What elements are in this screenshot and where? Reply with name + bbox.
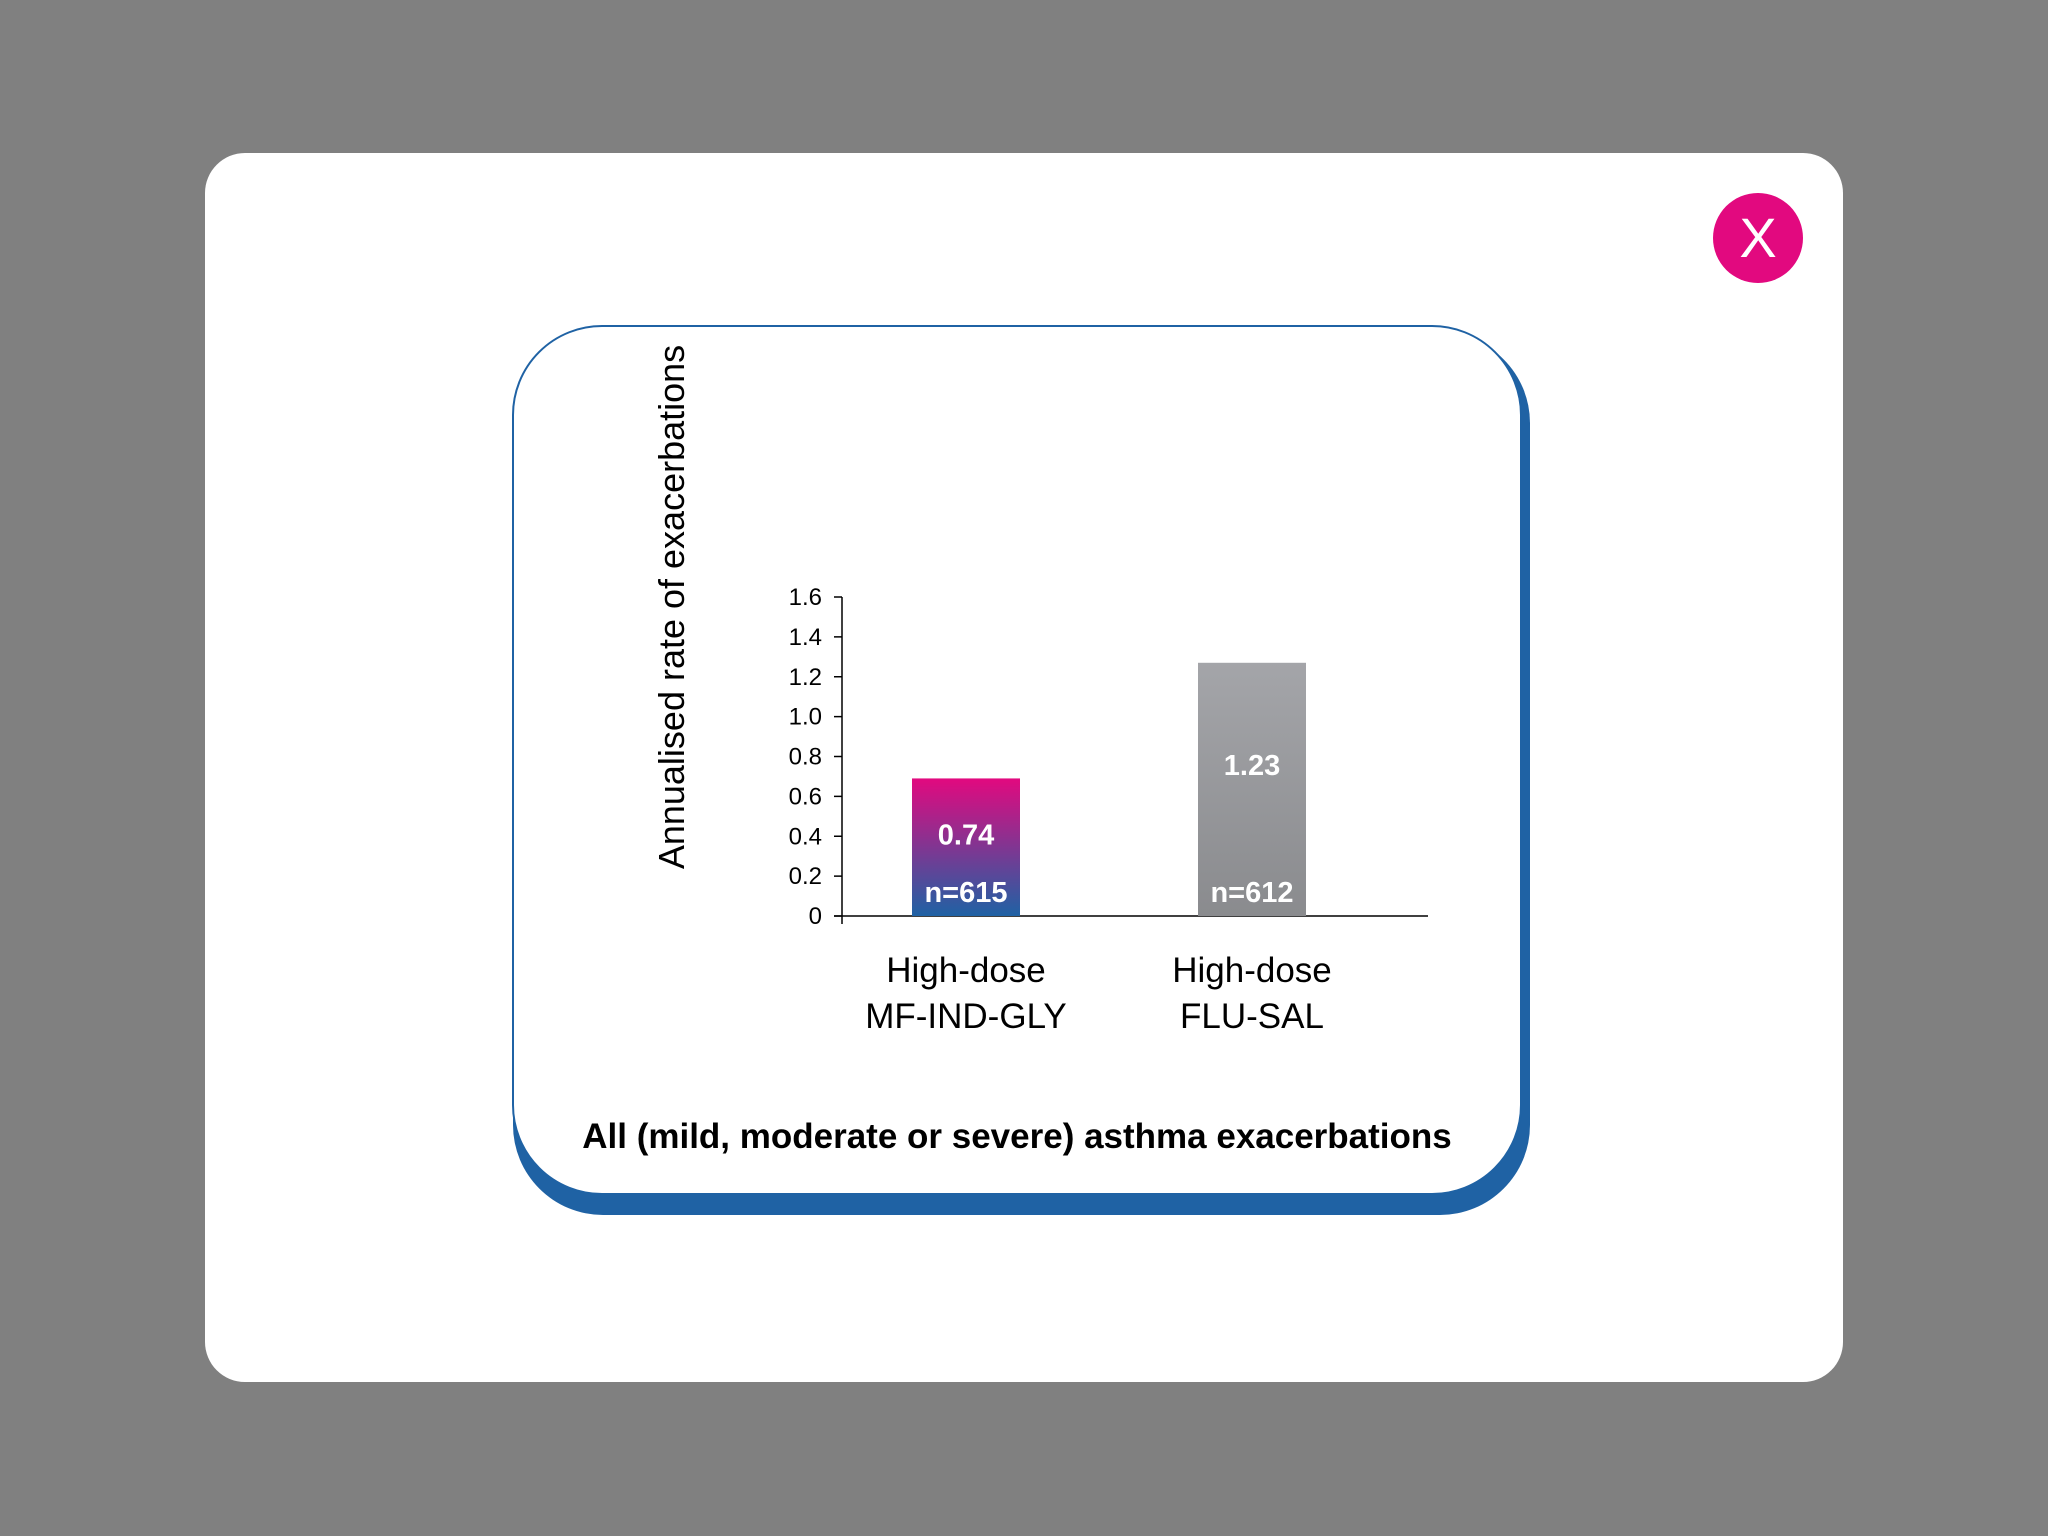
bar-n-label: n=612 xyxy=(1210,877,1293,909)
modal-dialog: X Annualised rate of exacerbations 0 0.2 0… xyxy=(205,153,1843,1382)
x-category-label: FLU-SAL xyxy=(1180,997,1324,1036)
close-icon[interactable]: X xyxy=(1739,206,1777,269)
y-tick-label: 0.6 xyxy=(789,783,822,810)
y-tick-label: 1.4 xyxy=(789,624,822,651)
bar-value-label: 1.23 xyxy=(1224,750,1280,782)
x-category-label: MF-IND-GLY xyxy=(865,997,1067,1036)
y-tick-label: 0.2 xyxy=(789,863,822,890)
bar-n-label: n=615 xyxy=(924,877,1007,909)
x-category-label: High-dose xyxy=(886,951,1046,990)
bar xyxy=(912,778,1020,916)
x-category-label: High-dose xyxy=(1172,951,1332,990)
y-tick-label: 1.0 xyxy=(789,704,822,731)
chart-card: Annualised rate of exacerbations 0 0.2 0.4… xyxy=(512,325,1522,1195)
bar-value-label: 0.74 xyxy=(938,819,994,851)
y-tick-label: 0 xyxy=(809,903,822,930)
bar-chart: Annualised rate of exacerbations 0 0.2 0.4… xyxy=(651,345,1428,1036)
y-tick-label: 1.2 xyxy=(789,664,822,691)
bar xyxy=(1198,662,1306,916)
y-tick-label: 1.6 xyxy=(789,584,822,611)
y-tick-label: 0.8 xyxy=(789,744,822,771)
y-axis-label: Annualised rate of exacerbations xyxy=(651,345,692,869)
chart-title: All (mild, moderate or severe) asthma ex… xyxy=(582,1117,1452,1156)
close-button[interactable]: X xyxy=(1713,193,1803,283)
y-tick-label: 0.4 xyxy=(789,823,822,850)
